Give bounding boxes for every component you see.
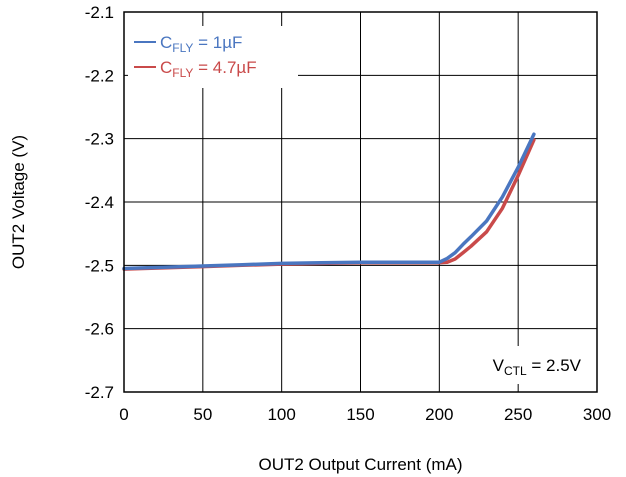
legend-label-1-main: C [160, 33, 172, 52]
x-tick-label: 250 [504, 405, 532, 424]
annotation-suffix: = 2.5V [527, 356, 582, 375]
series-lines [122, 132, 536, 271]
legend-label-1-suffix: = 1µF [193, 33, 242, 52]
x-axis-title: OUT2 Output Current (mA) [258, 455, 462, 474]
annotation-background [467, 346, 593, 384]
annotation-sub: CTL [504, 364, 527, 378]
legend-label-2: CFLY = 4.7µF [160, 58, 257, 80]
annotation-text: VCTL = 2.5V [493, 356, 582, 378]
y-tick-label: -2.2 [85, 66, 114, 85]
series-line-1 [122, 132, 536, 271]
legend-background [128, 26, 298, 88]
y-tick-label: -2.5 [85, 256, 114, 275]
x-tick-label: 50 [193, 405, 212, 424]
y-tick-label: -2.6 [85, 320, 114, 339]
x-tick-label: 150 [346, 405, 374, 424]
y-tick-label: -2.3 [85, 130, 114, 149]
y-tick-label: -2.4 [85, 193, 114, 212]
annotation-main: V [493, 356, 505, 375]
legend-item-2: CFLY = 4.7µF [134, 58, 257, 80]
legend-label-2-suffix: = 4.7µF [193, 58, 256, 77]
legend-label-2-main: C [160, 58, 172, 77]
y-axis-title: OUT2 Voltage (V) [9, 135, 28, 269]
plot-area-frame [123, 11, 598, 393]
x-tick-label: 100 [267, 405, 295, 424]
x-tick-label: 0 [119, 405, 128, 424]
series-line-2 [122, 138, 536, 271]
legend-label-2-sub: FLY [172, 66, 193, 80]
x-tick-label: 200 [425, 405, 453, 424]
y-tick-label: -2.1 [85, 3, 114, 22]
condition-annotation: VCTL = 2.5V [467, 346, 593, 384]
legend-item-1: CFLY = 1µF [134, 33, 242, 55]
legend: CFLY = 1µF CFLY = 4.7µF [128, 26, 298, 88]
x-tick-label: 300 [583, 405, 611, 424]
tick-labels: 0 50 100 150 200 250 300 -2.1 -2.2 -2.3 -2.4 -2.5 -2… [85, 3, 611, 424]
legend-label-1-sub: FLY [172, 41, 193, 55]
legend-label-1: CFLY = 1µF [160, 33, 242, 55]
y-tick-label: -2.7 [85, 383, 114, 402]
